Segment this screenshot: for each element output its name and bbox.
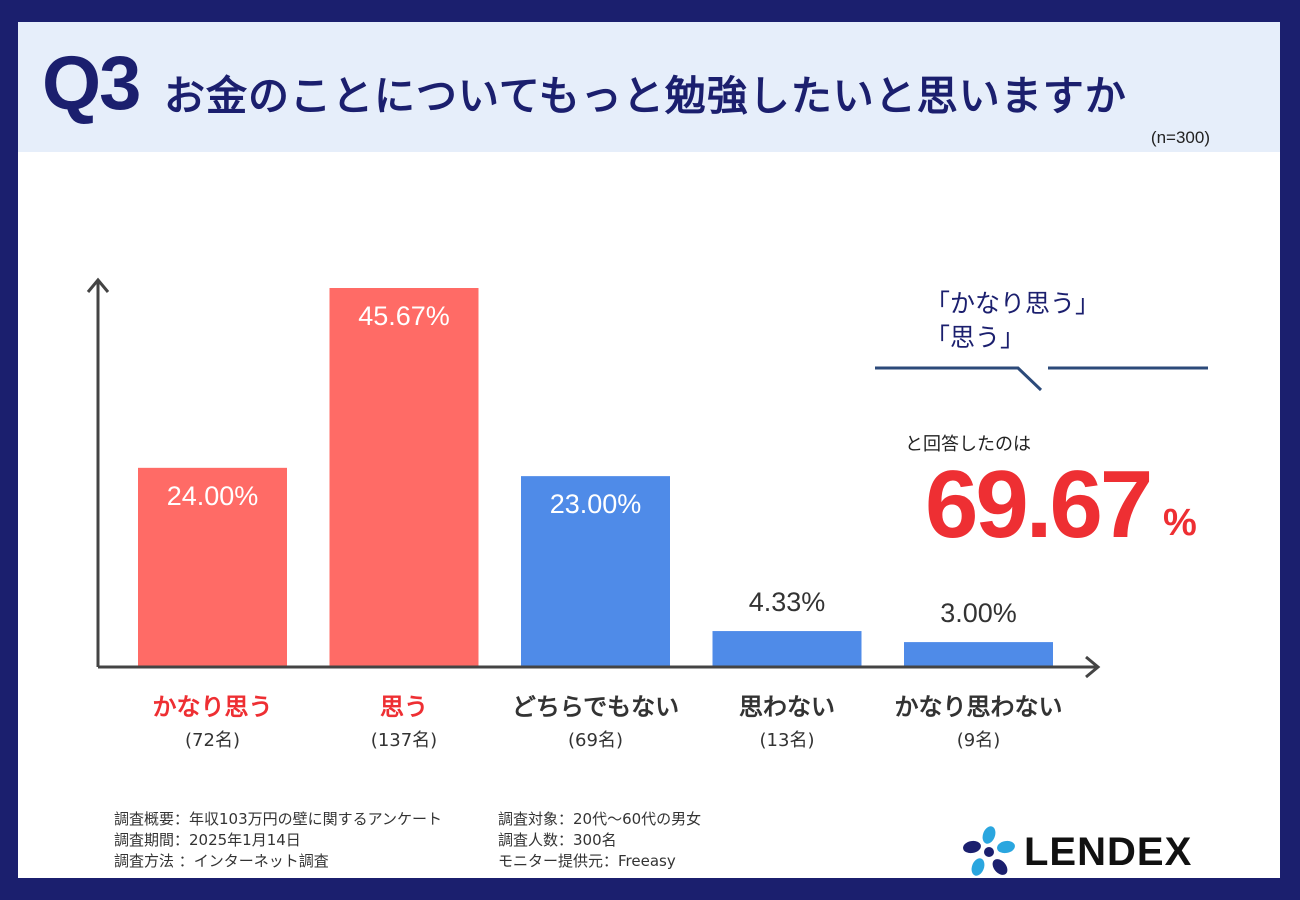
callout-unit: %	[1163, 502, 1197, 544]
category-label-no: 思わない	[739, 693, 835, 721]
sample-size: (n=300)	[1150, 128, 1210, 147]
bar-no	[712, 631, 862, 667]
footer-survey-period: 調査期間：2025年1月14日	[114, 831, 301, 849]
x-axis-arrow	[1085, 655, 1101, 679]
callout-answered: と回答したのは	[905, 434, 1031, 455]
callout-bracket	[875, 366, 1208, 392]
question-number: Q3	[42, 41, 141, 126]
footer-survey-target: 調査対象：20代〜60代の男女	[498, 810, 702, 828]
value-label-very-much: 24.00%	[167, 481, 259, 511]
footer-survey-overview: 調査概要：年収103万円の壁に関するアンケート	[114, 810, 443, 828]
bar-neutral	[521, 476, 670, 667]
value-label-not-at-all: 3.00%	[940, 598, 1017, 628]
bars-layer	[138, 288, 1053, 667]
y-axis-arrow	[86, 277, 110, 293]
value-label-neutral: 23.00%	[550, 489, 642, 519]
callout-line-1: 「かなり思う」	[925, 289, 1101, 318]
axes-layer	[86, 277, 1101, 679]
lendex-logo-text: LENDEX	[1024, 829, 1193, 874]
bar-chart: 24.00% かなり思う (72名) 45.67% 思う (137名) 23.00% どちらで…	[86, 277, 1208, 751]
callout-line-2: 「思う」	[925, 323, 1026, 352]
count-label-neutral: (69名)	[568, 730, 623, 751]
callout-value: 69.67	[925, 451, 1153, 558]
bar-very-much	[138, 467, 287, 667]
footer-right: 調査対象：20代〜60代の男女 調査人数：300名 モニター提供元：Freeas…	[498, 809, 701, 872]
footer-survey-method: 調査方法 ：インターネット調査	[114, 852, 329, 870]
bar-not-at-all	[904, 642, 1053, 667]
footer-monitor-provider: モニター提供元：Freeasy	[498, 852, 676, 870]
bar-yes	[329, 288, 479, 667]
question-header: Q3 お金のことについてもっと勉強したいと思いますか (n=300)	[18, 22, 1280, 152]
lendex-logo: LENDEX	[962, 812, 1202, 892]
footer-survey-count: 調査人数：300名	[498, 831, 617, 849]
category-label-very-much: かなり思う	[153, 693, 273, 721]
footer-left: 調査概要：年収103万円の壁に関するアンケート 調査期間：2025年1月14日 …	[114, 809, 442, 872]
question-text: お金のことについてもっと勉強したいと思いますか	[164, 72, 1127, 120]
lendex-logo-icon	[963, 826, 1015, 876]
labels-layer: 24.00% かなり思う (72名) 45.67% 思う (137名) 23.00% どちらで…	[153, 301, 1063, 751]
category-label-yes: 思う	[380, 693, 428, 721]
count-label-very-much: (72名)	[185, 730, 240, 751]
category-label-neutral: どちらでもない	[512, 693, 679, 721]
count-label-no: (13名)	[760, 730, 815, 751]
survey-card: Q3 お金のことについてもっと勉強したいと思いますか (n=300) 24.00…	[18, 22, 1280, 878]
value-label-no: 4.33%	[749, 587, 826, 617]
value-label-yes: 45.67%	[358, 301, 450, 331]
count-label-yes: (137名)	[371, 730, 437, 751]
count-label-not-at-all: (9名)	[957, 730, 1001, 751]
callout: 「かなり思う」 「思う」 と回答したのは 69.67 %	[873, 284, 1233, 558]
category-label-not-at-all: かなり思わない	[895, 693, 1063, 721]
